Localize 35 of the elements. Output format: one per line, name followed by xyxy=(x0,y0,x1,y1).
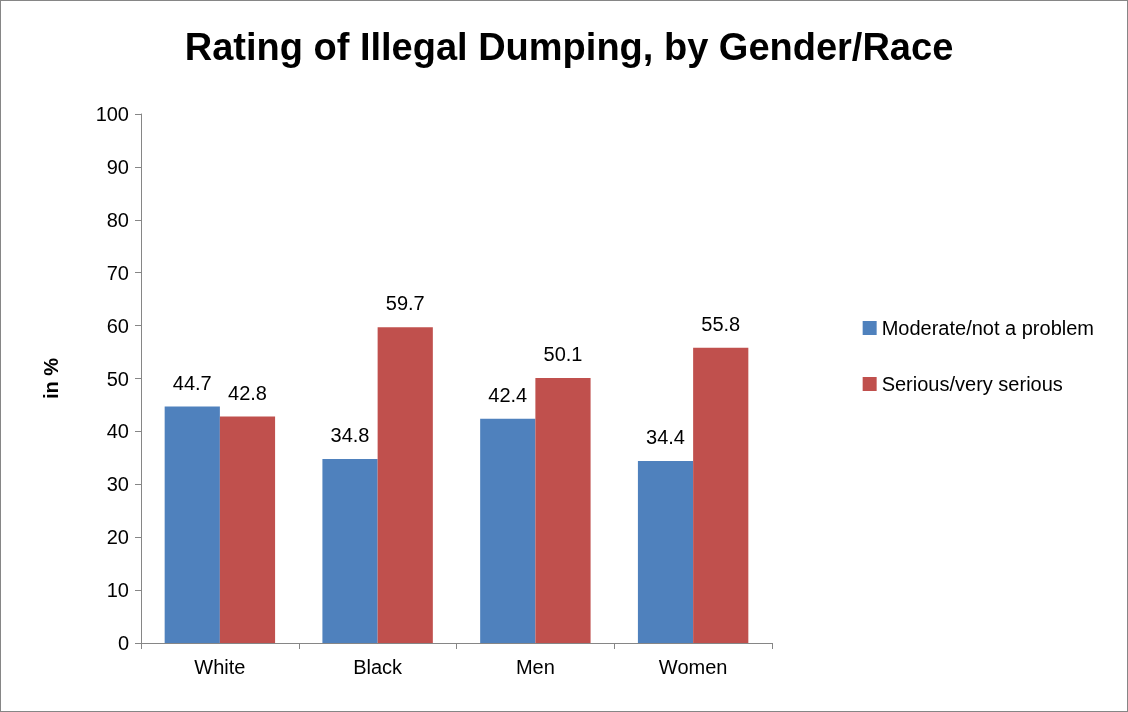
data-label: 50.1 xyxy=(543,342,583,365)
y-tick-label: 100 xyxy=(95,103,129,125)
bar xyxy=(480,418,536,643)
y-tick-label: 0 xyxy=(117,632,129,654)
y-tick-label: 60 xyxy=(106,314,129,337)
bar xyxy=(535,377,591,643)
data-label: 34.8 xyxy=(330,423,370,446)
bar xyxy=(219,416,276,643)
y-tick-label: 50 xyxy=(106,367,129,390)
bar xyxy=(693,347,749,643)
legend-label: Moderate/not a problem xyxy=(881,317,1094,339)
bar xyxy=(164,406,220,643)
x-tick-label: White xyxy=(194,656,246,678)
y-tick-label: 70 xyxy=(106,261,129,284)
y-tick-label: 80 xyxy=(106,208,129,231)
bar xyxy=(377,327,433,643)
data-label: 34.4 xyxy=(646,426,685,449)
bar xyxy=(322,458,378,643)
data-label: 44.7 xyxy=(172,371,212,394)
y-tick-label: 30 xyxy=(106,473,129,496)
data-label: 55.8 xyxy=(701,312,741,335)
y-axis-title: in % xyxy=(40,357,62,400)
x-tick-label: Women xyxy=(658,656,728,678)
x-tick-label: Men xyxy=(515,656,555,678)
data-label: 42.4 xyxy=(488,383,528,406)
legend-label: Serious/very serious xyxy=(881,373,1063,395)
data-label: 42.8 xyxy=(228,381,267,404)
data-label: 59.7 xyxy=(385,292,425,315)
y-tick-label: 10 xyxy=(106,579,129,602)
y-tick-label: 20 xyxy=(106,526,129,549)
chart-title: Rating of Illegal Dumping, by Gender/Race xyxy=(184,26,954,68)
y-tick-label: 40 xyxy=(106,420,129,443)
y-tick-label: 90 xyxy=(106,155,129,178)
x-tick-label: Black xyxy=(353,656,404,678)
bar xyxy=(637,461,694,643)
